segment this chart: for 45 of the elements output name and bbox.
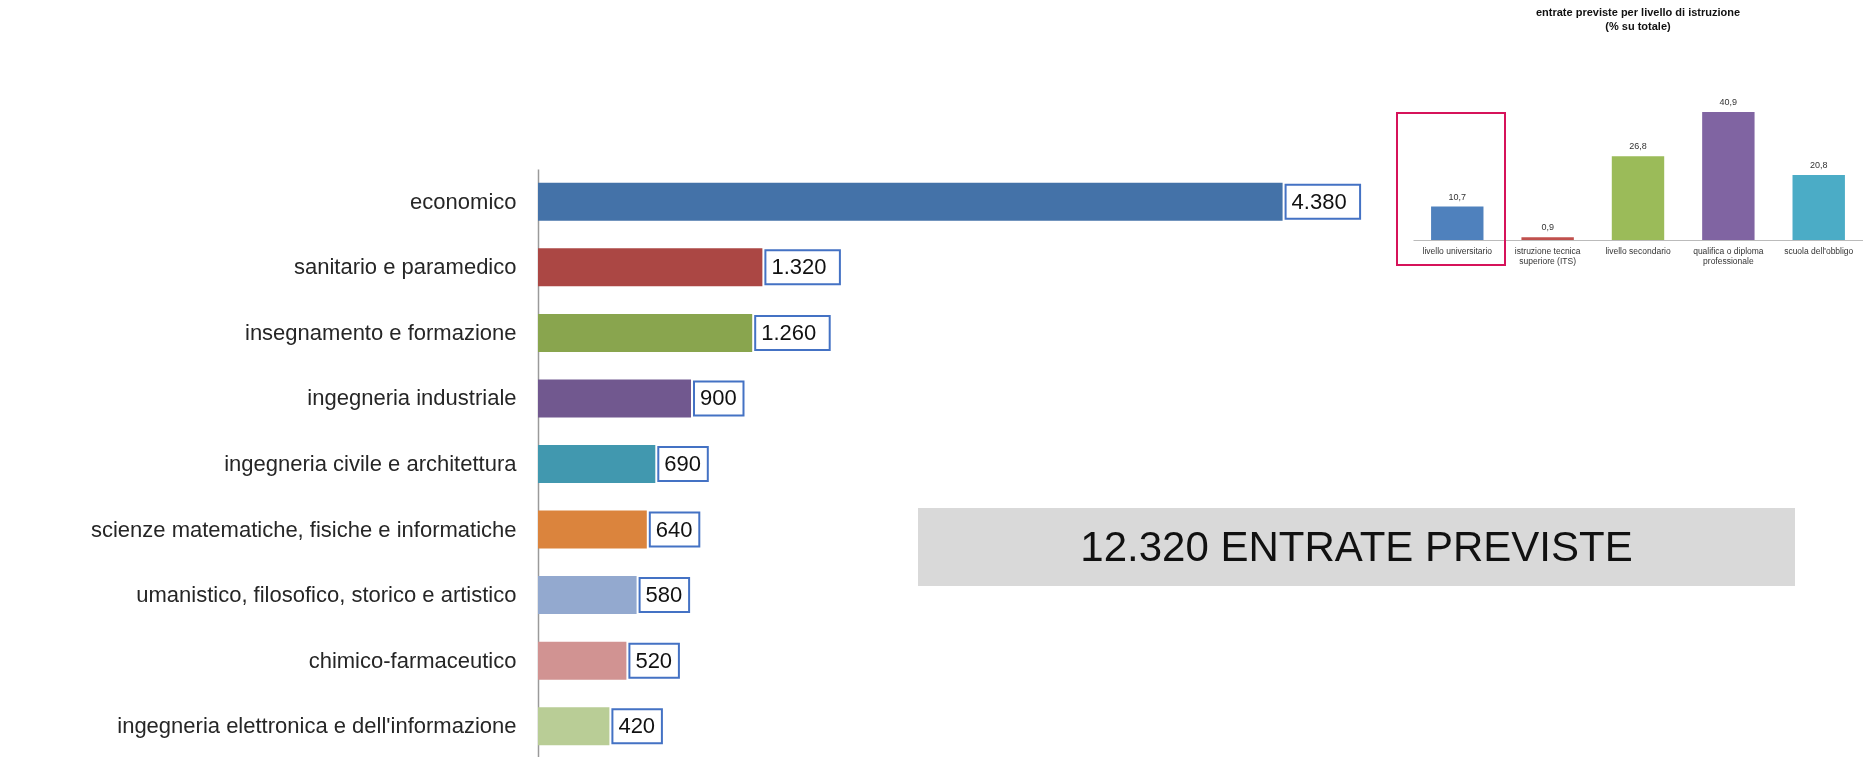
x-tick-label: qualifica o diploma professionale bbox=[1693, 245, 1764, 266]
bar bbox=[538, 576, 637, 615]
y-tick-label: ingegneria civile e architettura bbox=[224, 451, 518, 476]
y-tick-label: umanistico, filosofico, storico e artistico bbox=[136, 582, 517, 608]
bar bbox=[1702, 112, 1755, 240]
data-label: 10,7 bbox=[1448, 191, 1467, 202]
y-tick-label: economico bbox=[410, 188, 517, 214]
data-label: 26,8 bbox=[1629, 141, 1647, 152]
bar bbox=[538, 313, 753, 352]
data-label: 0,9 bbox=[1541, 222, 1554, 233]
y-tick-label: ingegneria elettronica e dell'informazione bbox=[117, 713, 517, 739]
data-label: 520 bbox=[635, 647, 673, 673]
x-tick-label: scuola dell'obbligo bbox=[1784, 245, 1854, 256]
bar bbox=[1521, 237, 1574, 240]
data-label: 4.380 bbox=[1291, 188, 1347, 214]
data-label: 900 bbox=[700, 385, 737, 411]
data-label: 1.320 bbox=[771, 254, 827, 280]
y-tick-label: ingegneria industriale bbox=[307, 385, 517, 411]
bar bbox=[1431, 206, 1484, 240]
data-label: 580 bbox=[645, 582, 683, 608]
x-tick-label: livello universitario bbox=[1422, 245, 1493, 256]
bar bbox=[538, 707, 610, 746]
bar bbox=[1792, 174, 1845, 240]
bar bbox=[538, 641, 627, 680]
data-label: 690 bbox=[664, 451, 702, 476]
y-tick-label: scienze matematiche, fisiche e informatiche bbox=[90, 516, 517, 542]
y-tick-label: insegnamento e formazione bbox=[245, 319, 517, 345]
bar bbox=[538, 379, 691, 418]
bar bbox=[538, 510, 647, 549]
data-label: 420 bbox=[618, 713, 656, 739]
x-tick-label: livello secondario bbox=[1605, 245, 1671, 256]
y-tick-label: sanitario e paramedico bbox=[293, 254, 517, 280]
bar bbox=[1611, 156, 1665, 240]
bar bbox=[538, 182, 1283, 221]
bar bbox=[538, 248, 763, 287]
data-label: 40,9 bbox=[1719, 97, 1738, 107]
x-tick-label: istruzione tecnica superiore (ITS) bbox=[1514, 245, 1581, 266]
chart-subtitle: (% su totale) bbox=[1605, 20, 1672, 32]
data-label: 1.260 bbox=[761, 319, 817, 345]
data-label: 20,8 bbox=[1809, 159, 1828, 170]
text: 12.320 ENTRATE PREVISTE bbox=[1080, 523, 1633, 571]
y-tick-label: chimico-farmaceutico bbox=[308, 647, 517, 673]
chart-title: entrate previste per livello di istruzione bbox=[1535, 6, 1741, 18]
bar bbox=[538, 444, 656, 484]
data-label: 640 bbox=[655, 516, 693, 542]
